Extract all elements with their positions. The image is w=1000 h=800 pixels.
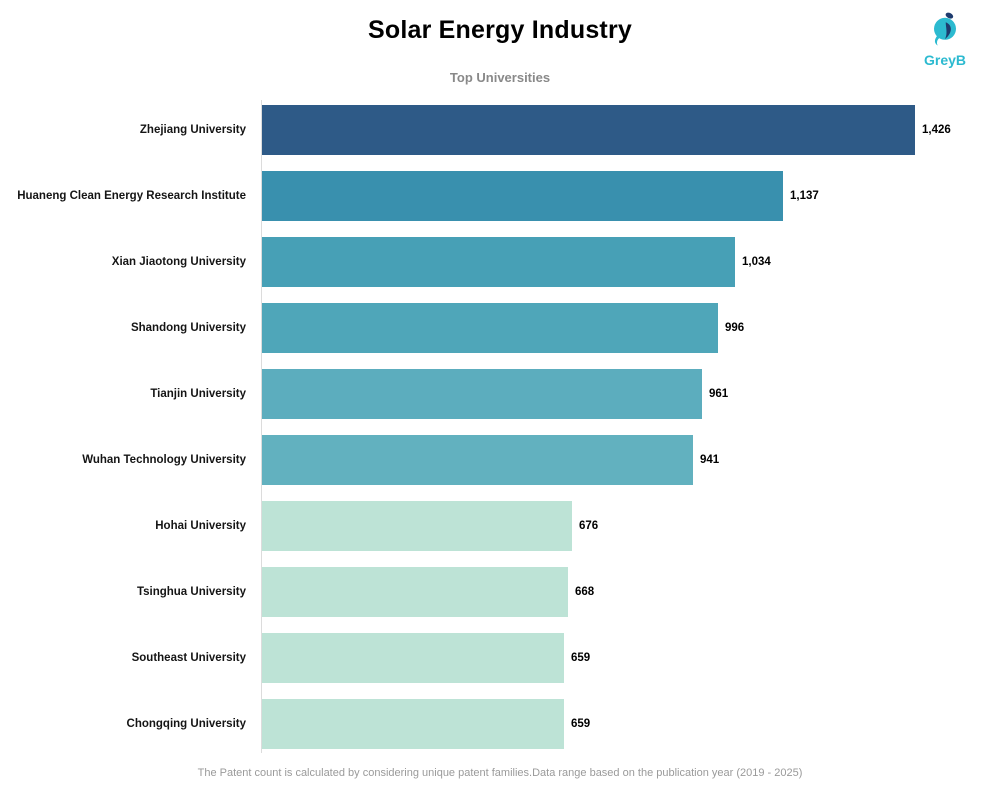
- category-label: Tianjin University: [150, 388, 246, 400]
- category-label: Tsinghua University: [136, 586, 246, 598]
- bar[interactable]: [262, 699, 564, 749]
- greyb-logo-text: GreyB: [923, 52, 967, 68]
- category-label: Zhejiang University: [139, 124, 246, 136]
- bar-row: Wuhan Technology University 941: [0, 427, 1000, 493]
- bar-row: Tsinghua University 668: [0, 559, 1000, 625]
- bar[interactable]: [262, 171, 783, 221]
- bar[interactable]: [262, 369, 702, 419]
- value-label: 668: [575, 586, 595, 598]
- bar-track: 996: [262, 303, 1000, 353]
- bar-chart: Zhejiang University 1,426 Huaneng Clean …: [0, 97, 1000, 757]
- category-label: Chongqing University: [126, 718, 246, 730]
- value-label: 961: [709, 388, 729, 400]
- value-label: 659: [571, 652, 591, 664]
- footnote: The Patent count is calculated by consid…: [197, 767, 803, 779]
- bar-track: 961: [262, 369, 1000, 419]
- chart-subtitle: Top Universities: [449, 70, 551, 85]
- bar[interactable]: [262, 105, 915, 155]
- value-label: 941: [700, 454, 720, 466]
- chart-title: Solar Energy Industry: [368, 16, 632, 44]
- category-label: Shandong University: [130, 322, 246, 334]
- category-label: Hohai University: [155, 520, 246, 532]
- bar[interactable]: [262, 501, 572, 551]
- bar-row: Hohai University 676: [0, 493, 1000, 559]
- bar-track: 1,426: [262, 105, 1000, 155]
- bar-row: Tianjin University 961: [0, 361, 1000, 427]
- y-axis-line: [261, 100, 262, 753]
- category-label: Southeast University: [131, 652, 246, 664]
- value-label: 996: [725, 322, 745, 334]
- value-label: 676: [579, 520, 599, 532]
- bar[interactable]: [262, 237, 735, 287]
- bar[interactable]: [262, 435, 693, 485]
- bar-track: 659: [262, 633, 1000, 683]
- bar-track: 668: [262, 567, 1000, 617]
- value-label: 1,426: [922, 124, 951, 136]
- bar-row: Zhejiang University 1,426: [0, 97, 1000, 163]
- bar-row: Huaneng Clean Energy Research Institute …: [0, 163, 1000, 229]
- value-label: 1,137: [790, 190, 819, 202]
- bar-row: Southeast University 659: [0, 625, 1000, 691]
- category-label: Xian Jiaotong University: [111, 256, 246, 268]
- bar-row: Chongqing University 659: [0, 691, 1000, 757]
- value-label: 1,034: [742, 256, 771, 268]
- category-label: Wuhan Technology University: [82, 454, 246, 466]
- bar-row: Shandong University 996: [0, 295, 1000, 361]
- bar[interactable]: [262, 567, 568, 617]
- greyb-logo: GreyB: [912, 8, 978, 68]
- category-label: Huaneng Clean Energy Research Institute: [17, 190, 246, 202]
- bar-track: 941: [262, 435, 1000, 485]
- value-label: 659: [571, 718, 591, 730]
- bar-track: 1,137: [262, 171, 1000, 221]
- bar-track: 676: [262, 501, 1000, 551]
- bar-track: 1,034: [262, 237, 1000, 287]
- bar[interactable]: [262, 633, 564, 683]
- bar-rows: Zhejiang University 1,426 Huaneng Clean …: [0, 97, 1000, 757]
- bar-row: Xian Jiaotong University 1,034: [0, 229, 1000, 295]
- greyb-logo-icon: [912, 8, 978, 54]
- bar[interactable]: [262, 303, 718, 353]
- bar-track: 659: [262, 699, 1000, 749]
